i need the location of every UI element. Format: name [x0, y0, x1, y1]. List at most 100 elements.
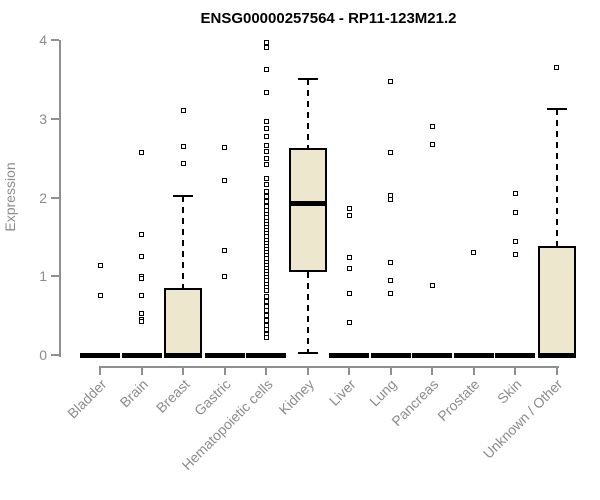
y-tick — [51, 39, 59, 41]
x-tick — [472, 366, 475, 375]
outlier-point — [263, 133, 269, 139]
box-flat-gastric — [204, 352, 245, 358]
x-tick-label: Skin — [493, 376, 525, 407]
x-tick — [389, 366, 392, 375]
outlier-point — [263, 317, 269, 323]
outlier-point — [222, 247, 227, 253]
outlier-point — [263, 294, 269, 300]
whisker-cap-upper — [173, 194, 193, 197]
outlier-point — [388, 278, 393, 284]
y-axis-label: Expression — [2, 162, 18, 232]
outlier-point — [263, 125, 269, 131]
outlier-point — [263, 313, 269, 319]
x-tick-label: Lung — [366, 376, 400, 410]
outlier-point — [263, 198, 269, 204]
outlier-point — [263, 39, 269, 45]
outlier-point — [139, 310, 144, 316]
box-median — [288, 200, 327, 206]
x-tick — [265, 366, 267, 375]
outlier-point — [263, 303, 269, 309]
y-tick — [51, 196, 59, 199]
outlier-point — [471, 250, 476, 256]
outlier-point — [263, 45, 269, 51]
outlier-point — [263, 194, 269, 200]
x-tick — [99, 366, 101, 375]
outlier-point — [263, 149, 269, 155]
outlier-point — [97, 292, 103, 298]
box-flat-liver — [329, 352, 369, 358]
box-breast — [164, 288, 202, 355]
outlier-point — [139, 319, 144, 325]
outlier-point — [180, 108, 186, 114]
x-tick-label: Kidney — [275, 376, 317, 418]
y-tick-label: 4 — [39, 32, 47, 48]
outlier-point — [346, 291, 352, 297]
outlier-point — [263, 188, 269, 194]
x-tick — [431, 366, 433, 375]
outlier-point — [139, 293, 144, 299]
box-flat-skin — [495, 352, 535, 358]
outlier-point — [263, 298, 269, 304]
outlier-point — [222, 273, 227, 279]
x-tick — [514, 366, 516, 375]
outlier-point — [388, 259, 393, 265]
y-tick — [51, 275, 59, 278]
x-tick-label: Brain — [116, 376, 151, 411]
box-flat-hematopoietic-cells — [246, 352, 286, 358]
outlier-point — [263, 90, 269, 96]
outlier-point — [346, 213, 352, 219]
outlier-point — [139, 276, 144, 282]
whisker-cap-upper — [546, 108, 567, 111]
outlier-point — [263, 287, 269, 293]
outlier-point — [388, 291, 393, 297]
outlier-point — [388, 79, 393, 85]
outlier-point — [263, 143, 269, 149]
outlier-point — [263, 176, 269, 182]
x-tick-label: Prostate — [434, 376, 483, 425]
outlier-point — [222, 177, 227, 183]
whisker-cap-lower — [297, 352, 318, 355]
box-unknown-other — [537, 246, 576, 355]
outlier-point — [388, 197, 393, 203]
y-tick-label: 3 — [39, 110, 47, 127]
outlier-point — [97, 262, 103, 268]
outlier-point — [346, 320, 352, 326]
outlier-point — [346, 265, 352, 271]
x-tick — [182, 366, 184, 375]
x-tick — [223, 366, 226, 375]
y-axis-line — [59, 40, 61, 357]
outlier-point — [263, 67, 269, 73]
box-flat-prostate — [453, 352, 494, 358]
outlier-point — [180, 143, 186, 149]
outlier-point — [512, 239, 518, 245]
box-median — [537, 352, 576, 358]
whisker-cap-upper — [297, 77, 318, 80]
x-tick — [555, 366, 558, 375]
y-tick — [51, 354, 59, 356]
y-tick-label: 2 — [39, 189, 47, 206]
x-tick — [140, 366, 143, 375]
outlier-point — [263, 161, 269, 167]
box-flat-brain — [121, 352, 162, 358]
whisker-line-upper — [555, 109, 558, 247]
outlier-point — [139, 150, 144, 156]
box-flat-pancreas — [412, 352, 452, 358]
outlier-point — [346, 206, 352, 212]
outlier-point — [346, 254, 352, 260]
box-kidney — [288, 147, 327, 273]
outlier-point — [512, 191, 518, 197]
outlier-point — [429, 142, 435, 148]
whisker-line-upper — [182, 195, 184, 289]
box-median — [164, 352, 202, 358]
outlier-point — [139, 232, 144, 237]
outlier-point — [263, 118, 269, 124]
y-tick — [51, 117, 59, 120]
x-tick-label: Liver — [325, 376, 359, 409]
y-tick-label: 0 — [39, 347, 47, 363]
x-tick-label: Bladder — [63, 376, 110, 422]
outlier-point — [263, 335, 269, 341]
x-axis-line — [99, 366, 559, 368]
outlier-point — [554, 65, 559, 71]
outlier-point — [263, 182, 269, 188]
y-tick-label: 1 — [39, 268, 47, 285]
